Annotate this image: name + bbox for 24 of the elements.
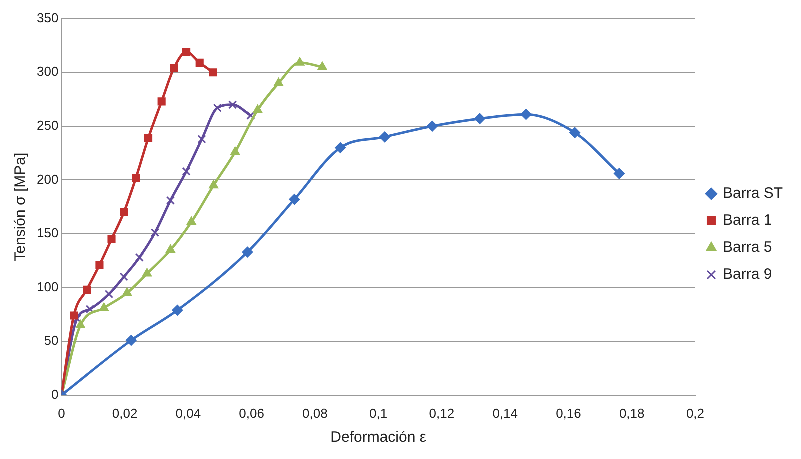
y-tick-label: 100 <box>36 279 59 294</box>
y-tick-label: 50 <box>44 333 59 348</box>
x-tick-label: 0,04 <box>176 406 202 421</box>
x-tick-label: 0,2 <box>686 406 705 421</box>
y-tick-label: 150 <box>36 226 59 241</box>
x-tick-label: 0,02 <box>112 406 138 421</box>
x-tick-label: 0,1 <box>370 406 388 421</box>
y-tick-label: 0 <box>51 386 59 402</box>
legend-label: Barra 5 <box>722 239 772 256</box>
x-axis-title: Deformación ε <box>330 429 427 446</box>
x-tick-label: 0,12 <box>429 406 455 421</box>
x-tick-label: 0,14 <box>492 406 518 421</box>
legend-label: Barra ST <box>722 185 783 202</box>
y-tick-label: 250 <box>36 118 59 133</box>
legend-label: Barra 1 <box>722 212 772 230</box>
y-axis-title: Tensión σ [MPa] <box>12 152 30 262</box>
y-tick-label: 300 <box>36 64 59 80</box>
legend-label: Barra 9 <box>722 266 772 284</box>
x-tick-label: 0,16 <box>556 406 582 421</box>
x-tick-label: 0,18 <box>619 406 645 421</box>
y-tick-label: 200 <box>36 172 59 187</box>
y-tick-label: 350 <box>36 10 59 26</box>
x-tick-label: 0,06 <box>239 406 264 421</box>
x-tick-label: 0,08 <box>302 406 328 421</box>
